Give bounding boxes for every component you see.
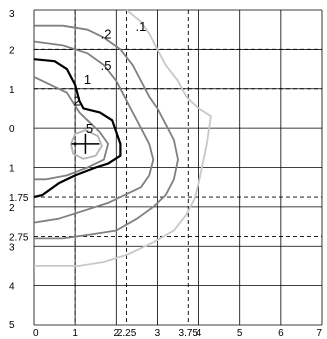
- y-tick-label: 2: [9, 203, 15, 214]
- y-tick-label: 4: [9, 282, 15, 293]
- grid: [33, 9, 323, 326]
- x-tick-label: 7: [316, 328, 322, 339]
- contour-line: [70, 129, 103, 160]
- center-dot: [73, 142, 77, 146]
- x-tick-label: 2: [114, 328, 120, 339]
- x-axis-ticks: 0 1 22.25 3 3.754 5 6 7: [33, 328, 322, 339]
- contour-label: .1: [136, 19, 147, 34]
- contour-label: .2: [101, 27, 112, 42]
- contour-label: 5: [86, 121, 93, 136]
- y-tick-label: 5: [9, 320, 15, 331]
- y-tick-label: 2.75: [9, 232, 29, 243]
- y-tick-label: 3: [9, 9, 15, 20]
- contour-lines: [33, 9, 212, 267]
- y-tick-label: 1.75: [9, 193, 29, 204]
- contour-label: 1: [84, 72, 91, 87]
- contour-line: [33, 40, 155, 224]
- y-tick-label: 0: [9, 124, 15, 135]
- x-tick-label: 5: [237, 328, 243, 339]
- contour-line: [34, 9, 212, 267]
- contour-line: [34, 24, 179, 240]
- center-marker: [71, 133, 100, 154]
- x-tick-label: 3: [155, 328, 161, 339]
- contour-line: [33, 58, 122, 199]
- x-tick-label: 2.25: [117, 328, 137, 339]
- contour-label: 2: [74, 94, 81, 109]
- contour-labels: .1 .2 .5 125: [74, 19, 147, 136]
- y-tick-label: 1: [9, 85, 15, 96]
- y-tick-label: 1: [9, 164, 15, 175]
- x-tick-label: 0: [33, 328, 39, 339]
- x-tick-label: 1: [72, 328, 78, 339]
- contour-line: [33, 76, 109, 181]
- x-tick-label: 3.75: [179, 328, 199, 339]
- contour-label: .5: [101, 58, 112, 73]
- y-tick-label: 3: [9, 242, 15, 253]
- reference-lines: [34, 10, 322, 325]
- x-tick-label: 4: [196, 328, 202, 339]
- y-tick-label: 2: [9, 45, 15, 56]
- x-tick-label: 6: [278, 328, 284, 339]
